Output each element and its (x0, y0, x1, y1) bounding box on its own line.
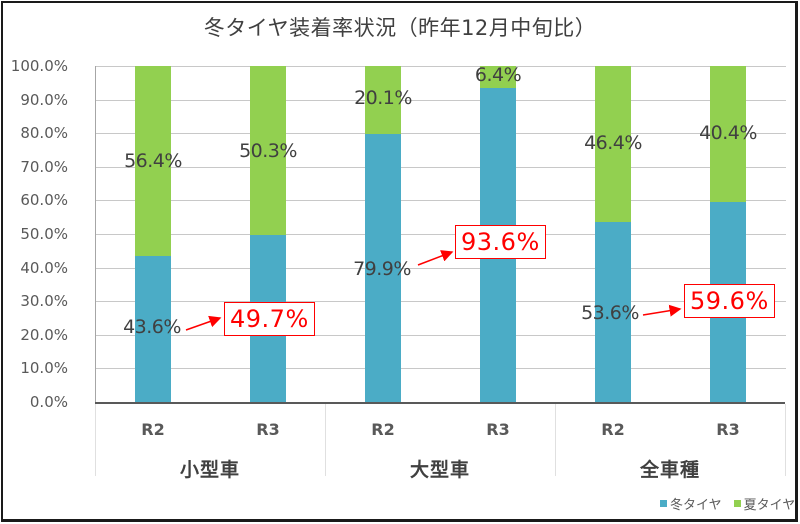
bar-segment-winter (135, 255, 171, 402)
x-tick-label: R2 (371, 420, 395, 439)
data-label-summer: 56.4% (124, 149, 182, 172)
y-tick-label: 30.0% (20, 292, 68, 311)
legend-item-summer: 夏タイヤ (733, 494, 796, 513)
x-group-label: 小型車 (179, 459, 241, 481)
callout-box: 59.6% (684, 284, 775, 318)
category-separator (785, 404, 786, 476)
gridline (96, 166, 786, 168)
bar-segment-summer (595, 66, 631, 222)
x-group-label: 全車種 (639, 459, 701, 481)
category-separator (95, 404, 96, 476)
callout-box: 93.6% (455, 225, 546, 259)
gridline (96, 368, 786, 370)
bar-segment-summer (135, 66, 171, 256)
legend-swatch-winter-icon (660, 500, 667, 507)
legend-label-winter: 冬タイヤ (670, 498, 722, 513)
y-tick-label: 60.0% (20, 191, 68, 210)
gridline (96, 200, 786, 202)
y-tick-label: 50.0% (20, 225, 68, 243)
gridline (96, 334, 786, 336)
x-tick-label: R2 (141, 420, 165, 439)
x-group-label: 大型車 (409, 459, 471, 481)
legend-item-winter: 冬タイヤ (660, 494, 722, 513)
x-tick-label: R3 (486, 420, 510, 439)
data-label-summer: 6.4% (474, 64, 522, 86)
y-tick-label: 90.0% (20, 90, 68, 109)
bar-segment-summer (480, 66, 516, 88)
y-tick-label: 0.0% (29, 393, 68, 411)
stacked-bar (595, 66, 631, 402)
gridline (96, 234, 786, 235)
bar-segment-summer (250, 66, 286, 235)
bar-segment-summer (365, 66, 401, 134)
data-label-summer: 40.4% (699, 122, 757, 144)
gridline (96, 133, 786, 135)
category-separator (325, 404, 326, 476)
plot-area (95, 66, 786, 402)
gridline (96, 99, 786, 101)
bar-segment-winter (365, 133, 401, 402)
x-tick-label: R2 (601, 420, 625, 439)
x-tick-label: R3 (256, 420, 280, 439)
category-separator (555, 404, 556, 476)
bar-segment-summer (710, 66, 746, 202)
data-label-winter: 43.6% (123, 316, 181, 338)
gridline (96, 66, 786, 67)
x-tick-label: R3 (716, 420, 740, 439)
stacked-bar (135, 66, 171, 402)
x-axis-line (95, 402, 785, 404)
legend-label-summer: 夏タイヤ (743, 498, 796, 513)
bar-segment-winter (595, 221, 631, 402)
gridline (96, 267, 786, 269)
data-label-winter: 53.6% (581, 302, 639, 324)
callout-box: 49.7% (224, 302, 315, 336)
y-tick-label: 20.0% (20, 325, 68, 344)
y-tick-label: 100.0% (10, 57, 68, 75)
legend: 冬タイヤ 夏タイヤ (660, 494, 795, 513)
gridline (96, 301, 786, 303)
data-label-summer: 46.4% (584, 132, 642, 154)
data-label-summer: 20.1% (354, 87, 412, 109)
y-tick-label: 10.0% (20, 359, 68, 378)
chart-title: 冬タイヤ装着率状況（昨年12月中旬比） (203, 16, 597, 40)
data-label-summer: 50.3% (239, 139, 297, 162)
stacked-bar (365, 66, 401, 402)
legend-swatch-summer-icon (733, 500, 741, 507)
y-tick-label: 80.0% (20, 124, 68, 143)
y-tick-label: 40.0% (20, 258, 68, 277)
data-label-winter: 79.9% (353, 258, 411, 280)
y-tick-label: 70.0% (20, 157, 68, 176)
